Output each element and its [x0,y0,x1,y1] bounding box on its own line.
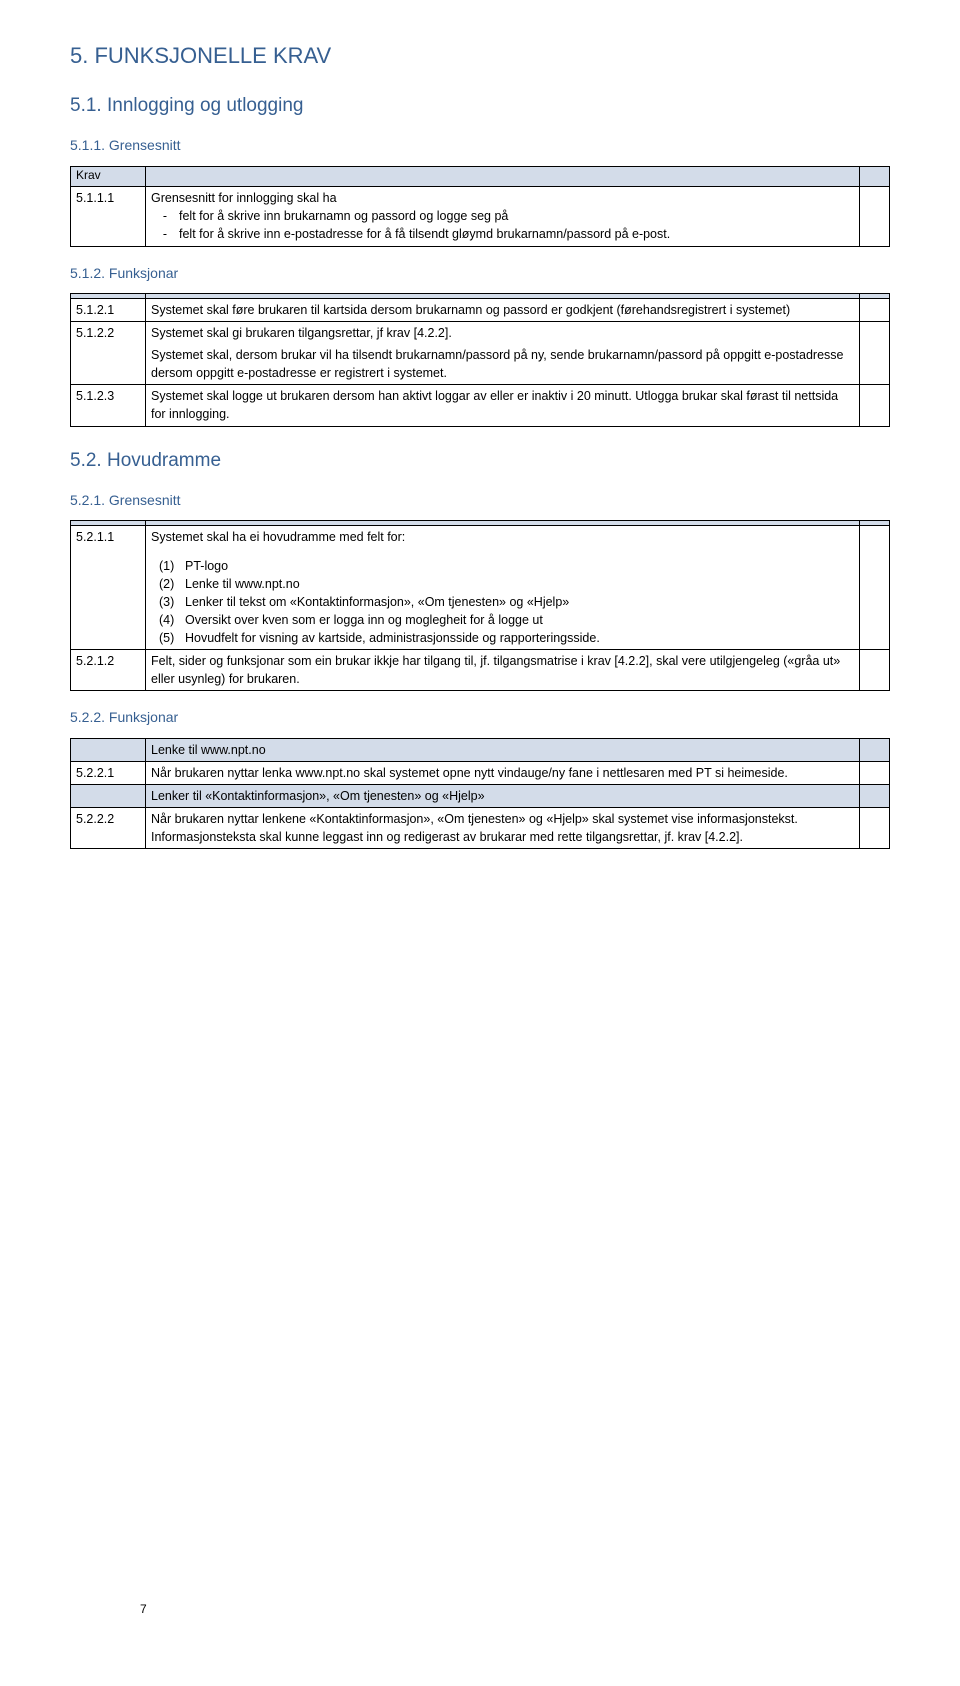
item-text: PT-logo [185,557,854,575]
item-number: (3) [159,593,185,611]
req-number-cell: 5.1.2.1 [71,298,146,321]
krav-header-cell: Krav [71,166,146,186]
req-text-cell: Felt, sider og funksjonar som ein brukar… [146,650,860,691]
empty-cell [860,650,890,691]
item-number: (1) [159,557,185,575]
table-row: 5.1.2.3 Systemet skal logge ut brukaren … [71,385,890,426]
req-lead: Systemet skal ha ei hovudramme med felt … [151,528,854,546]
heading-level-3-grensesnitt-521: 5.2.1. Grensesnitt [70,490,890,510]
table-512: 5.1.2.1 Systemet skal føre brukaren til … [70,293,890,427]
req-number-cell: 5.2.1.2 [71,650,146,691]
table-row: Krav [71,166,890,186]
table-row: 5.1.1.1 Grensesnitt for innlogging skal … [71,187,890,246]
item-text: Lenker til tekst om «Kontaktinformasjon»… [185,593,854,611]
subheader-cell: Lenke til www.npt.no [146,738,860,761]
table-row: 5.2.1.1 Systemet skal ha ei hovudramme m… [71,526,890,650]
req-number-cell: 5.1.2.3 [71,385,146,426]
req-text-cell: Systemet skal føre brukaren til kartsida… [146,298,860,321]
table-row: Lenker til «Kontaktinformasjon», «Om tje… [71,784,890,807]
subheader-cell: Lenker til «Kontaktinformasjon», «Om tje… [146,784,860,807]
table-row: 5.2.2.2 Når brukaren nyttar lenkene «Kon… [71,808,890,849]
heading-level-3-funksjonar-522: 5.2.2. Funksjonar [70,707,890,727]
heading-level-3-funksjonar-512: 5.1.2. Funksjonar [70,263,890,283]
req-text-cell: Systemet skal logge ut brukaren dersom h… [146,385,860,426]
empty-cell [860,526,890,650]
numbered-item: (3) Lenker til tekst om «Kontaktinformas… [151,593,854,611]
empty-cell [860,385,890,426]
table-row: 5.2.2.1 Når brukaren nyttar lenka www.np… [71,761,890,784]
item-text: Oversikt over kven som er logga inn og m… [185,611,854,629]
empty-cell [860,761,890,784]
table-header-cell [860,738,890,761]
table-header-cell [860,166,890,186]
bullet-text: felt for å skrive inn e-postadresse for … [179,225,854,243]
req-text-cell: Når brukaren nyttar lenkene «Kontaktinfo… [146,808,860,849]
numbered-item: (5) Hovudfelt for visning av kartside, a… [151,629,854,647]
paragraph: Systemet skal, dersom brukar vil ha tils… [151,346,854,382]
table-header-cell [146,166,860,186]
req-number-cell: 5.2.2.1 [71,761,146,784]
numbered-item: (1) PT-logo [151,557,854,575]
heading-level-2-innlogging: 5.1. Innlogging og utlogging [70,92,890,120]
req-number-cell: 5.2.1.1 [71,526,146,650]
table-521: 5.2.1.1 Systemet skal ha ei hovudramme m… [70,520,890,691]
page-number: 7 [140,1601,147,1618]
req-text-cell: Systemet skal ha ei hovudramme med felt … [146,526,860,650]
req-lead: Grensesnitt for innlogging skal ha [151,189,854,207]
req-text-cell: Systemet skal gi brukaren tilgangsrettar… [146,321,860,384]
req-number-cell: 5.1.1.1 [71,187,146,246]
item-number: (2) [159,575,185,593]
bullet-marker: - [151,207,179,225]
req-text-cell: Grensesnitt for innlogging skal ha - fel… [146,187,860,246]
req-text-cell: Når brukaren nyttar lenka www.npt.no ska… [146,761,860,784]
table-row: Lenke til www.npt.no [71,738,890,761]
empty-cell [860,321,890,384]
heading-level-1: 5. FUNKSJONELLE KRAV [70,40,890,72]
table-row: 5.1.2.1 Systemet skal føre brukaren til … [71,298,890,321]
empty-cell [860,187,890,246]
empty-cell [860,298,890,321]
table-row: 5.2.1.2 Felt, sider og funksjonar som ei… [71,650,890,691]
table-header-cell [71,738,146,761]
table-header-cell [71,784,146,807]
item-text: Hovudfelt for visning av kartside, admin… [185,629,854,647]
bullet-text: felt for å skrive inn brukarnamn og pass… [179,207,854,225]
bullet-item: - felt for å skrive inn e-postadresse fo… [151,225,854,243]
bullet-item: - felt for å skrive inn brukarnamn og pa… [151,207,854,225]
item-number: (5) [159,629,185,647]
empty-cell [860,808,890,849]
heading-level-3-grensesnitt-511: 5.1.1. Grensesnitt [70,135,890,155]
heading-level-2-hovudramme: 5.2. Hovudramme [70,447,890,475]
numbered-item: (2) Lenke til www.npt.no [151,575,854,593]
item-number: (4) [159,611,185,629]
paragraph: Systemet skal gi brukaren tilgangsrettar… [151,324,854,342]
table-511: Krav 5.1.1.1 Grensesnitt for innlogging … [70,166,890,247]
bullet-marker: - [151,225,179,243]
item-text: Lenke til www.npt.no [185,575,854,593]
table-522: Lenke til www.npt.no 5.2.2.1 Når brukare… [70,738,890,850]
req-number-cell: 5.2.2.2 [71,808,146,849]
req-number-cell: 5.1.2.2 [71,321,146,384]
numbered-item: (4) Oversikt over kven som er logga inn … [151,611,854,629]
table-header-cell [860,784,890,807]
table-row: 5.1.2.2 Systemet skal gi brukaren tilgan… [71,321,890,384]
